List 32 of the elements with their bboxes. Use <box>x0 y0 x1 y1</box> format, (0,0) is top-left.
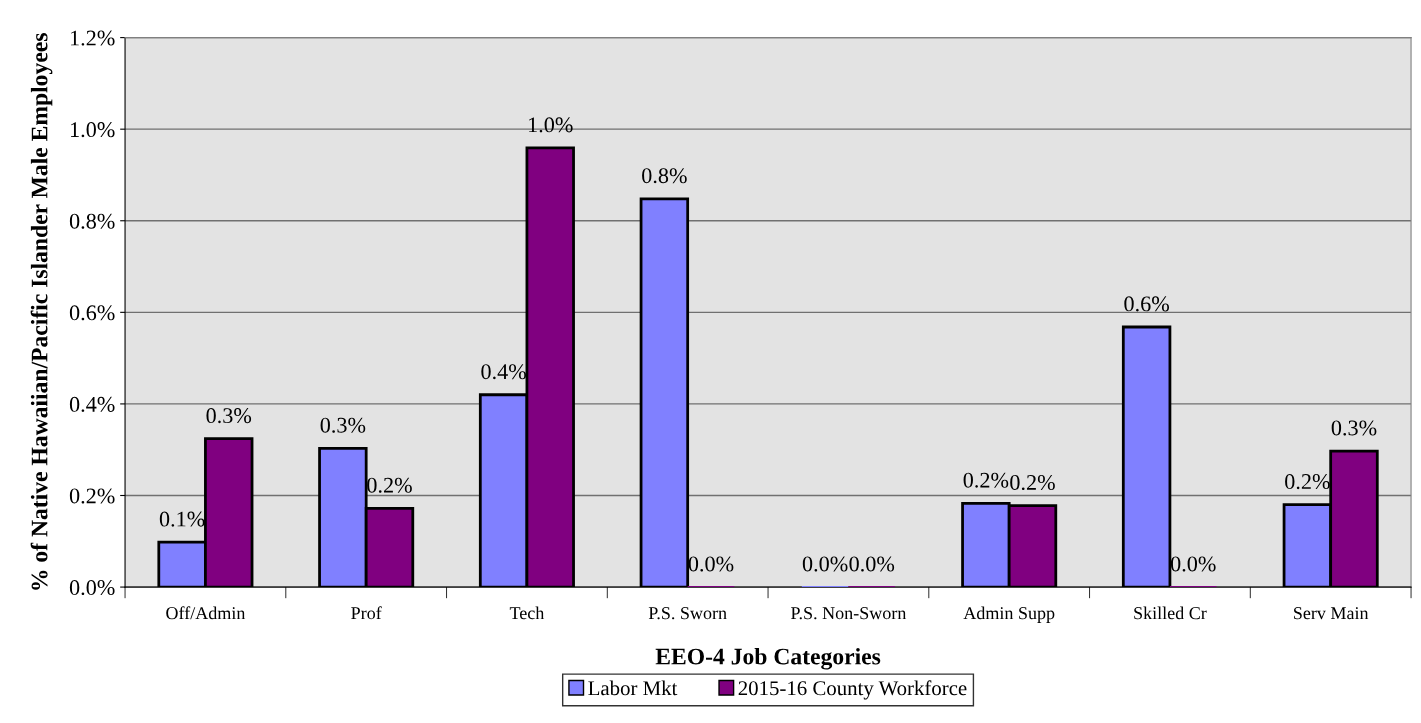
x-tick-label: P.S. Non-Sworn <box>791 607 907 620</box>
y-tick-label: 1.2% <box>70 30 115 46</box>
y-axis-title: % of Native Hawaiian/Pacific Islander Male Employees <box>30 33 53 590</box>
data-label: 0.0% <box>688 556 734 572</box>
x-axis-title: EEO-4 Job Categories <box>655 647 881 670</box>
x-tick-label: Admin Supp <box>963 606 1055 623</box>
x-tick-label: P.S. Sworn <box>648 607 727 620</box>
data-label: 0.3% <box>206 408 252 424</box>
data-label: 0.0% <box>1170 556 1216 572</box>
legend-label: 2015-16 County Workforce <box>738 680 967 700</box>
data-label: 0.0% <box>802 556 848 572</box>
data-label: 0.4% <box>481 364 526 380</box>
x-tick-label: Skilled Cr <box>1134 606 1207 620</box>
y-tick-label: 0.4% <box>69 396 115 412</box>
y-tick-label: 0.2% <box>69 488 115 504</box>
data-label: 0.0% <box>849 556 895 572</box>
data-label: 0.3% <box>320 417 366 433</box>
x-tick-label: Off/Admin <box>166 606 246 620</box>
data-label: 0.2% <box>963 472 1009 488</box>
legend-label: Labor Mkt <box>588 680 678 696</box>
x-tick-label: Serv Main <box>1294 607 1369 620</box>
x-tick-label: Prof <box>351 606 382 620</box>
data-label: 1.0% <box>529 117 573 133</box>
y-tick-label: 0.8% <box>69 213 115 229</box>
x-tick-label: Tech <box>509 606 545 620</box>
data-label: 0.3% <box>1331 420 1377 436</box>
data-label: 0.6% <box>1124 296 1170 312</box>
y-tick-label: 1.0% <box>70 122 115 138</box>
y-tick-label: 0.6% <box>69 305 115 321</box>
y-tick-label: 0.0% <box>69 580 115 596</box>
data-label: 0.2% <box>1010 474 1055 491</box>
data-label: 0.8% <box>642 168 687 184</box>
